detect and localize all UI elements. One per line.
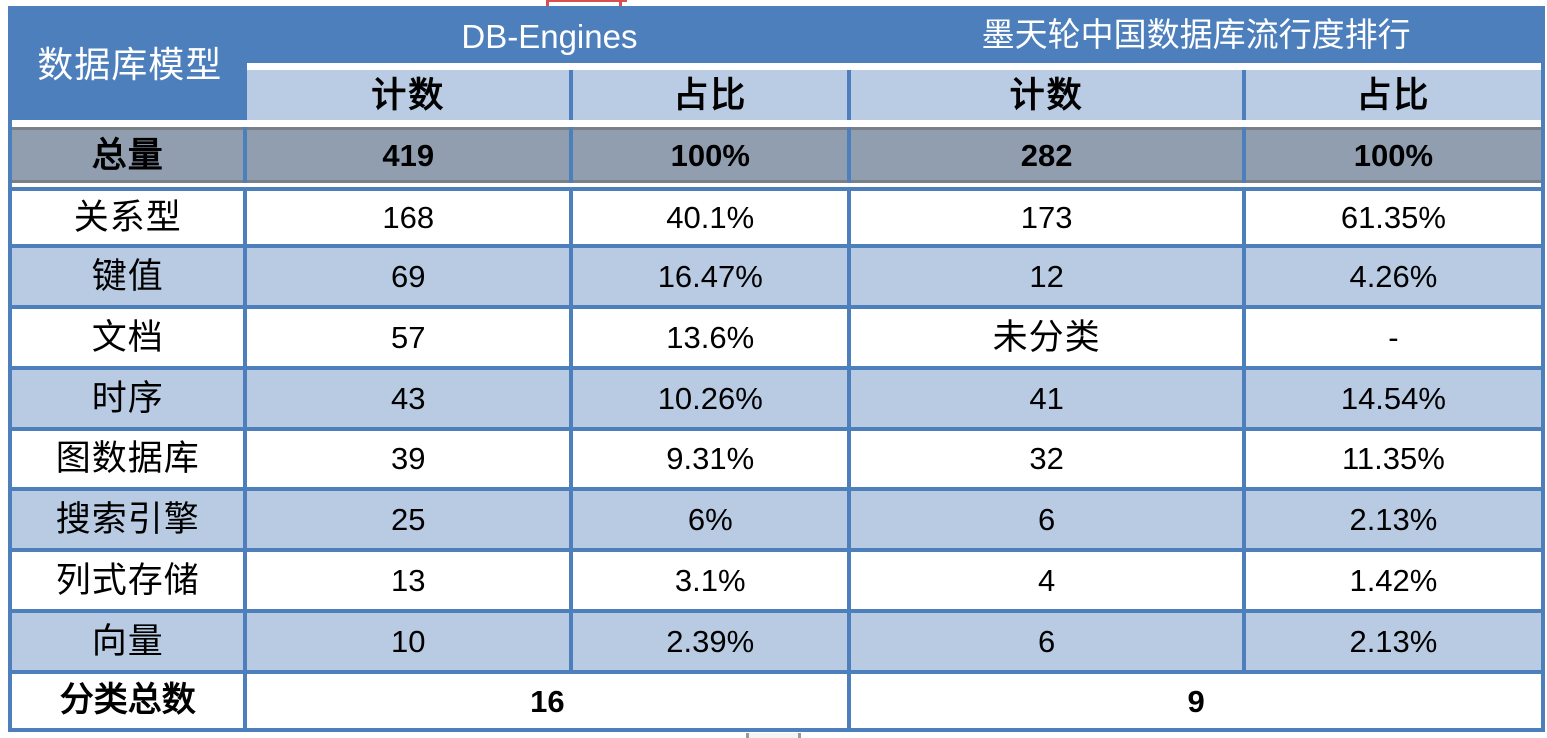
total-db-share: 100% <box>573 127 852 183</box>
summary-row-label: 分类总数 <box>12 674 248 728</box>
mtl-count-cell: 未分类 <box>851 308 1246 370</box>
mtl-share-cell: 2.13% <box>1245 491 1541 553</box>
db-count-cell: 13 <box>247 552 574 614</box>
row-label-cell: 图数据库 <box>12 430 248 492</box>
db-share-cell: 9.31% <box>573 430 852 492</box>
corner-header-cell: 数据库模型 <box>12 10 248 120</box>
mtl-count-cell: 6 <box>851 491 1246 553</box>
header-gap <box>247 63 1541 70</box>
db-category-total: 16 <box>247 674 852 728</box>
db-share-cell: 10.26% <box>573 369 852 431</box>
mtl-count-cell: 4 <box>851 552 1246 614</box>
db-count-cell: 168 <box>247 187 574 248</box>
db-share-header: 占比 <box>573 70 852 120</box>
db-count-cell: 25 <box>247 491 574 553</box>
scrollbar-fragment <box>746 733 801 738</box>
db-count-cell: 10 <box>247 613 574 674</box>
mtl-count-header: 计数 <box>851 70 1246 120</box>
db-count-cell: 43 <box>247 369 574 431</box>
subheader-gap <box>12 120 1541 127</box>
mtl-share-cell: 2.13% <box>1245 613 1541 674</box>
db-share-cell: 6% <box>573 491 852 553</box>
red-tick-left <box>546 0 549 6</box>
red-line <box>546 0 627 2</box>
row-label-cell: 文档 <box>12 308 248 370</box>
motianlun-group-title: 墨天轮中国数据库流行度排行 <box>851 10 1541 63</box>
mtl-count-cell: 12 <box>851 247 1246 309</box>
row-label-cell: 键值 <box>12 247 248 309</box>
row-label-cell: 关系型 <box>12 187 248 248</box>
mtl-share-cell: 61.35% <box>1245 187 1541 248</box>
db-share-cell: 3.1% <box>573 552 852 614</box>
mtl-share-cell: - <box>1245 308 1541 370</box>
database-model-comparison-table: 数据库模型 DB-Engines 墨天轮中国数据库流行度排行 计数 占比 计数 … <box>8 6 1545 732</box>
mtl-category-total: 9 <box>851 674 1541 728</box>
total-row-label: 总量 <box>12 127 248 183</box>
mtl-count-cell: 173 <box>851 187 1246 248</box>
cropped-red-underline-artifact <box>546 0 627 6</box>
mtl-share-cell: 4.26% <box>1245 247 1541 309</box>
db-share-cell: 16.47% <box>573 247 852 309</box>
db-count-cell: 69 <box>247 247 574 309</box>
row-label-cell: 搜索引擎 <box>12 491 248 553</box>
db-count-cell: 57 <box>247 308 574 370</box>
row-label-cell: 列式存储 <box>12 552 248 614</box>
mtl-count-cell: 6 <box>851 613 1246 674</box>
mtl-share-cell: 1.42% <box>1245 552 1541 614</box>
mtl-share-cell: 11.35% <box>1245 430 1541 492</box>
db-engines-group-title: DB-Engines <box>247 10 852 63</box>
total-row-gap <box>12 183 1541 187</box>
mtl-share-cell: 14.54% <box>1245 369 1541 431</box>
db-count-header: 计数 <box>247 70 574 120</box>
db-share-cell: 40.1% <box>573 187 852 248</box>
db-share-cell: 2.39% <box>573 613 852 674</box>
total-mtl-count: 282 <box>851 127 1246 183</box>
red-tick-right <box>619 0 622 6</box>
total-mtl-share: 100% <box>1245 127 1541 183</box>
db-share-cell: 13.6% <box>573 308 852 370</box>
mtl-count-cell: 32 <box>851 430 1246 492</box>
mtl-share-header: 占比 <box>1245 70 1541 120</box>
mtl-count-cell: 41 <box>851 369 1246 431</box>
db-count-cell: 39 <box>247 430 574 492</box>
total-db-count: 419 <box>247 127 574 183</box>
row-label-cell: 时序 <box>12 369 248 431</box>
row-label-cell: 向量 <box>12 613 248 674</box>
